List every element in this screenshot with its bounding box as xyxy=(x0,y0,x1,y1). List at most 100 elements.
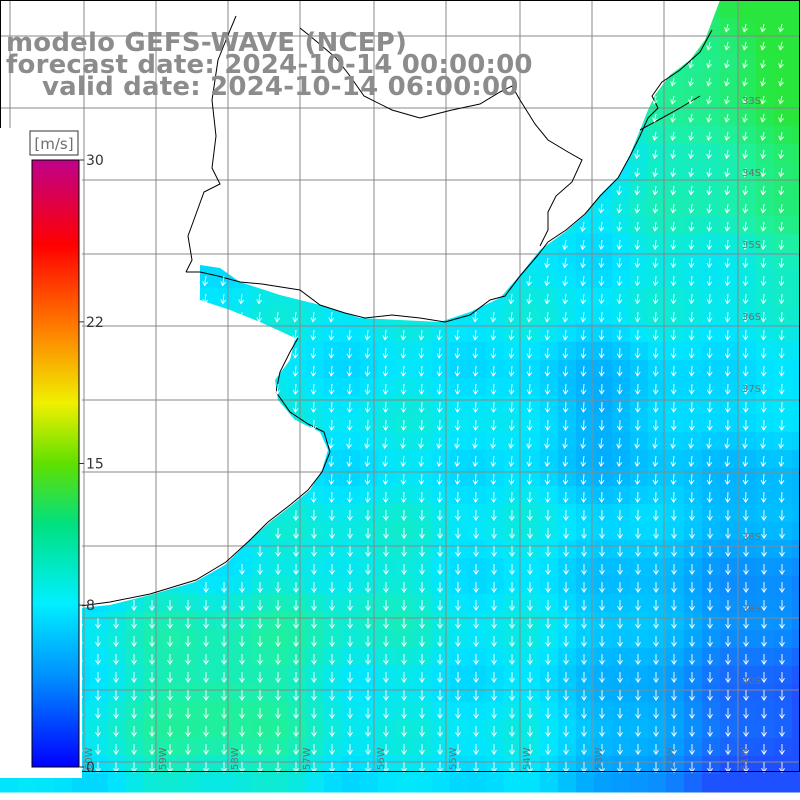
wind-arrow xyxy=(635,690,641,702)
wind-cell xyxy=(594,684,613,703)
wind-cell xyxy=(630,630,649,649)
wind-arrow xyxy=(562,365,569,377)
wind-cell xyxy=(432,576,451,595)
wind-cell xyxy=(306,360,325,379)
wind-arrow xyxy=(562,491,569,504)
wind-arrow xyxy=(760,131,766,141)
wind-arrow xyxy=(95,690,101,702)
wind-arrow xyxy=(634,365,641,377)
wind-cell xyxy=(738,720,757,739)
wind-arrow xyxy=(239,636,245,648)
wind-cell xyxy=(630,666,649,685)
wind-arrow xyxy=(778,95,784,105)
wind-arrow xyxy=(670,185,677,196)
wind-arrow xyxy=(653,690,659,702)
wind-arrow xyxy=(761,546,767,558)
wind-arrow xyxy=(149,618,155,630)
wind-cell xyxy=(720,90,739,109)
wind-arrow xyxy=(329,636,335,648)
wind-arrow xyxy=(707,564,713,576)
wind-arrow xyxy=(689,726,695,738)
wind-cell xyxy=(558,270,577,289)
wind-arrow xyxy=(743,672,749,684)
wind-cell xyxy=(468,702,487,721)
wind-arrow xyxy=(473,708,479,720)
wind-cell xyxy=(504,612,523,631)
wind-arrow xyxy=(346,329,353,341)
wind-arrow xyxy=(616,365,623,377)
wind-arrow xyxy=(311,564,317,576)
wind-cell xyxy=(414,396,433,415)
wind-arrow xyxy=(401,690,407,702)
wind-arrow xyxy=(185,600,191,612)
wind-arrow xyxy=(778,383,785,395)
wind-arrow xyxy=(346,491,353,504)
wind-cell xyxy=(306,702,325,721)
wind-cell xyxy=(702,612,721,631)
wind-cell xyxy=(144,756,163,775)
wind-arrow xyxy=(311,636,317,648)
wind-arrow xyxy=(436,329,443,341)
wind-arrow xyxy=(526,473,533,486)
wind-arrow xyxy=(419,708,425,720)
wind-arrow xyxy=(95,762,101,774)
wind-cell xyxy=(612,216,631,235)
wind-arrow xyxy=(364,347,371,359)
wind-arrow xyxy=(634,419,641,431)
wind-cell xyxy=(450,324,469,343)
wind-cell xyxy=(252,648,271,667)
wind-arrow xyxy=(527,600,533,612)
wind-cell xyxy=(702,54,721,73)
wind-cell xyxy=(756,234,775,253)
wind-arrow xyxy=(670,149,677,160)
wind-cell xyxy=(486,324,505,343)
wind-cell xyxy=(342,486,361,505)
wind-cell xyxy=(108,702,127,721)
wind-cell xyxy=(720,18,739,37)
wind-arrow xyxy=(724,401,731,413)
wind-cell xyxy=(684,306,703,325)
wind-cell xyxy=(396,342,415,361)
wind-cell xyxy=(774,684,793,703)
wind-cell xyxy=(666,450,685,469)
wind-cell xyxy=(288,648,307,667)
wind-cell xyxy=(432,504,451,523)
wind-cell xyxy=(180,594,199,613)
wind-arrow xyxy=(581,744,587,756)
wind-cell xyxy=(252,720,271,739)
wind-arrow xyxy=(347,654,353,666)
wind-cell xyxy=(468,756,487,775)
wind-arrow xyxy=(491,636,497,648)
wind-arrow xyxy=(724,383,731,395)
wind-arrow xyxy=(706,491,713,504)
wind-arrow xyxy=(761,708,767,720)
wind-arrow xyxy=(598,491,605,504)
wind-arrow xyxy=(401,509,407,522)
wind-cell xyxy=(522,522,541,541)
wind-cell xyxy=(324,504,343,523)
wind-cell xyxy=(306,486,325,505)
wind-cell xyxy=(162,702,181,721)
wind-cell xyxy=(252,594,271,613)
wind-cell xyxy=(468,378,487,397)
wind-arrow xyxy=(527,509,533,522)
wind-arrow xyxy=(328,401,335,413)
wind-arrow xyxy=(383,708,389,720)
wind-arrow xyxy=(761,582,767,594)
lon-label: 54W xyxy=(522,747,533,770)
wind-cell xyxy=(612,396,631,415)
wind-arrow xyxy=(437,600,443,612)
wind-arrow xyxy=(634,437,640,449)
wind-arrow xyxy=(311,726,317,738)
wind-cell xyxy=(738,774,757,793)
wind-arrow xyxy=(472,329,479,341)
wind-cell xyxy=(504,360,523,379)
wind-arrow xyxy=(472,473,479,486)
wind-cell xyxy=(774,702,793,721)
wind-arrow xyxy=(778,347,785,359)
title-forecast-date: forecast date: 2024-10-14 00:00:00 xyxy=(6,50,533,80)
wind-arrow xyxy=(760,167,767,178)
wind-cell xyxy=(756,576,775,595)
wind-arrow xyxy=(329,762,335,774)
wind-cell xyxy=(774,486,793,505)
